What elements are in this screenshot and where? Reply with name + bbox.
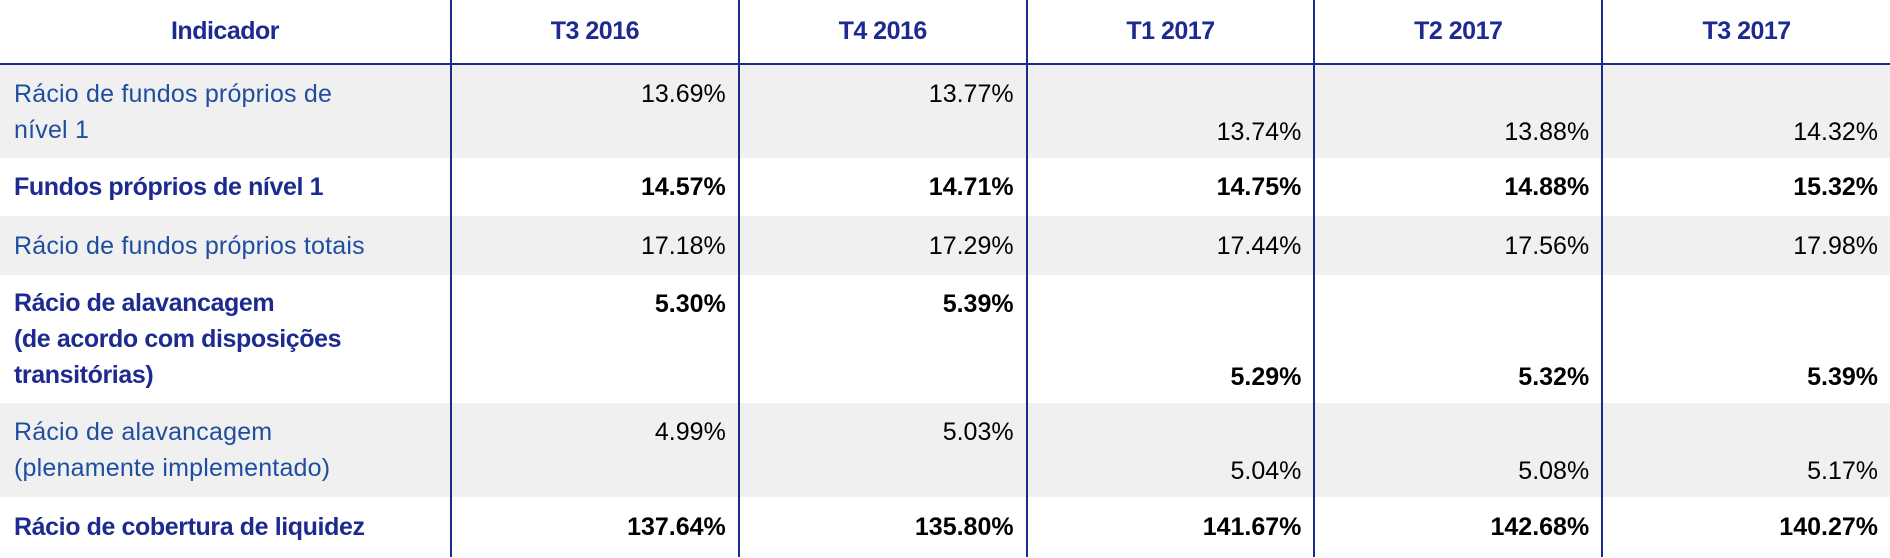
row-label-line: Rácio de cobertura de liquidez — [14, 513, 365, 541]
table-cell: 141.67% — [1025, 497, 1315, 557]
table-cell: 17.56% — [1313, 216, 1603, 275]
header-indicator: Indicador — [0, 0, 451, 65]
header-t3-2016: T3 2016 — [450, 0, 739, 65]
table-cell: 142.68% — [1313, 497, 1603, 557]
row-label-line: Rácio de alavancagem — [14, 289, 275, 317]
row-label: Fundos próprios de nível 1 — [0, 158, 451, 216]
row-label: Rácio de cobertura de liquidez — [0, 497, 451, 557]
header-t4-2016: T4 2016 — [737, 0, 1027, 65]
row-label: Rácio de fundos próprios de nível 1 — [0, 64, 451, 158]
row-label: Rácio de fundos próprios totais — [0, 216, 451, 275]
row-label: Rácio de alavancagem (de acordo com disp… — [0, 275, 451, 403]
table-cell: 13.88% — [1313, 64, 1603, 158]
table-cell: 14.88% — [1313, 158, 1603, 216]
table-cell: 13.69% — [450, 64, 739, 158]
table-row: Rácio de fundos próprios totais 17.18% 1… — [0, 216, 1890, 275]
table-cell: 15.32% — [1601, 158, 1890, 216]
table-row: Rácio de alavancagem (plenamente impleme… — [0, 403, 1890, 497]
table-cell: 14.57% — [450, 158, 739, 216]
table-cell: 5.29% — [1025, 275, 1315, 403]
table-cell: 13.74% — [1025, 64, 1315, 158]
table-cell: 17.29% — [737, 216, 1027, 275]
table-cell: 14.71% — [737, 158, 1027, 216]
row-label-line: Rácio de fundos próprios totais — [14, 231, 365, 260]
table-cell: 5.17% — [1601, 403, 1890, 497]
table-cell: 5.08% — [1313, 403, 1603, 497]
row-label-line: transitórias) — [14, 361, 154, 389]
table-cell: 14.75% — [1025, 158, 1315, 216]
table-cell: 137.64% — [450, 497, 739, 557]
table-cell: 17.18% — [450, 216, 739, 275]
table-cell: 17.44% — [1025, 216, 1315, 275]
row-label-line: (plenamente implementado) — [14, 454, 331, 482]
table-row: Rácio de alavancagem (de acordo com disp… — [0, 275, 1890, 403]
header-t3-2017: T3 2017 — [1601, 0, 1890, 65]
header-t1-2017: T1 2017 — [1025, 0, 1315, 65]
table-cell: 13.77% — [737, 64, 1027, 158]
table-cell: 5.39% — [737, 275, 1027, 403]
table-cell: 5.30% — [450, 275, 739, 403]
table-cell: 5.32% — [1313, 275, 1603, 403]
table-row: Rácio de fundos próprios de nível 1 13.6… — [0, 64, 1890, 158]
row-label-line: nível 1 — [14, 115, 90, 144]
table-cell: 135.80% — [737, 497, 1027, 557]
row-label: Rácio de alavancagem (plenamente impleme… — [0, 403, 451, 497]
table-cell: 14.32% — [1601, 64, 1890, 158]
header-t2-2017: T2 2017 — [1313, 0, 1603, 65]
table-cell: 5.04% — [1025, 403, 1315, 497]
row-label-line: Fundos próprios de nível 1 — [14, 173, 324, 201]
table-row: Rácio de cobertura de liquidez 137.64% 1… — [0, 497, 1890, 557]
table-cell: 140.27% — [1601, 497, 1890, 557]
header-row: Indicador T3 2016 T4 2016 T1 2017 T2 201… — [0, 0, 1890, 65]
table-row: Fundos próprios de nível 1 14.57% 14.71%… — [0, 158, 1890, 216]
table-cell: 4.99% — [450, 403, 739, 497]
row-label-line: Rácio de fundos próprios de — [14, 79, 333, 108]
table-cell: 17.98% — [1601, 216, 1890, 275]
row-label-line: (de acordo com disposições — [14, 325, 342, 353]
table-cell: 5.03% — [737, 403, 1027, 497]
row-label-line: Rácio de alavancagem — [14, 418, 273, 446]
table-cell: 5.39% — [1601, 275, 1890, 403]
